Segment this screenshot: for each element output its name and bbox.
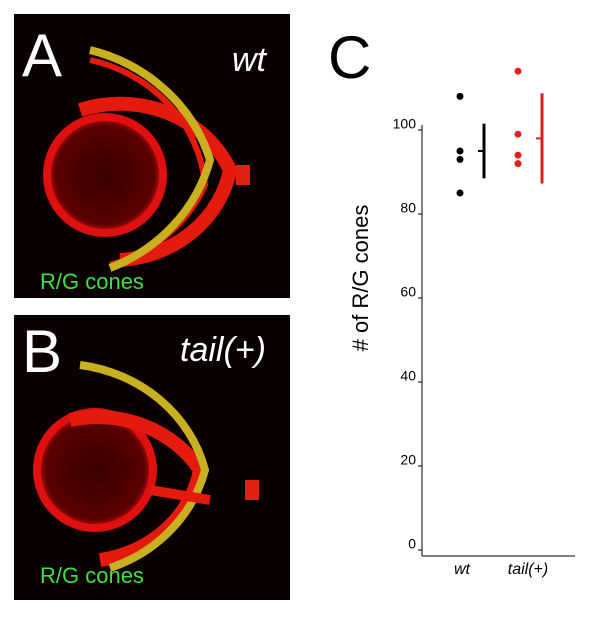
panel-stain: R/G cones — [40, 269, 144, 294]
data-point — [456, 92, 464, 100]
data-point — [456, 155, 464, 163]
data-point — [456, 189, 464, 197]
x-tick-label: tail(+) — [508, 561, 548, 578]
x-tick-label: wt — [454, 561, 471, 578]
panel-b: B tail(+) R/G cones — [14, 315, 290, 600]
data-point — [514, 160, 522, 168]
y-tick-label: 100 — [393, 116, 417, 132]
panel-genotype: wt — [232, 41, 268, 79]
panel-letter: B — [22, 318, 62, 385]
panel-stain: R/G cones — [40, 563, 144, 588]
panel-letter: C — [328, 24, 371, 91]
y-tick-label: 40 — [400, 368, 416, 384]
panel-genotype: tail(+) — [180, 331, 266, 369]
panel-letter: A — [22, 22, 62, 89]
data-point — [456, 147, 464, 155]
data-point — [514, 151, 522, 159]
y-tick-label: 80 — [400, 200, 416, 216]
panel-a: A wt R/G cones — [14, 14, 290, 298]
y-axis-label: # of R/G cones — [348, 205, 373, 352]
y-tick-label: 20 — [400, 452, 416, 468]
data-point — [514, 130, 522, 138]
y-tick-label: 0 — [408, 536, 416, 552]
data-point — [514, 67, 522, 75]
y-tick-label: 60 — [400, 284, 416, 300]
